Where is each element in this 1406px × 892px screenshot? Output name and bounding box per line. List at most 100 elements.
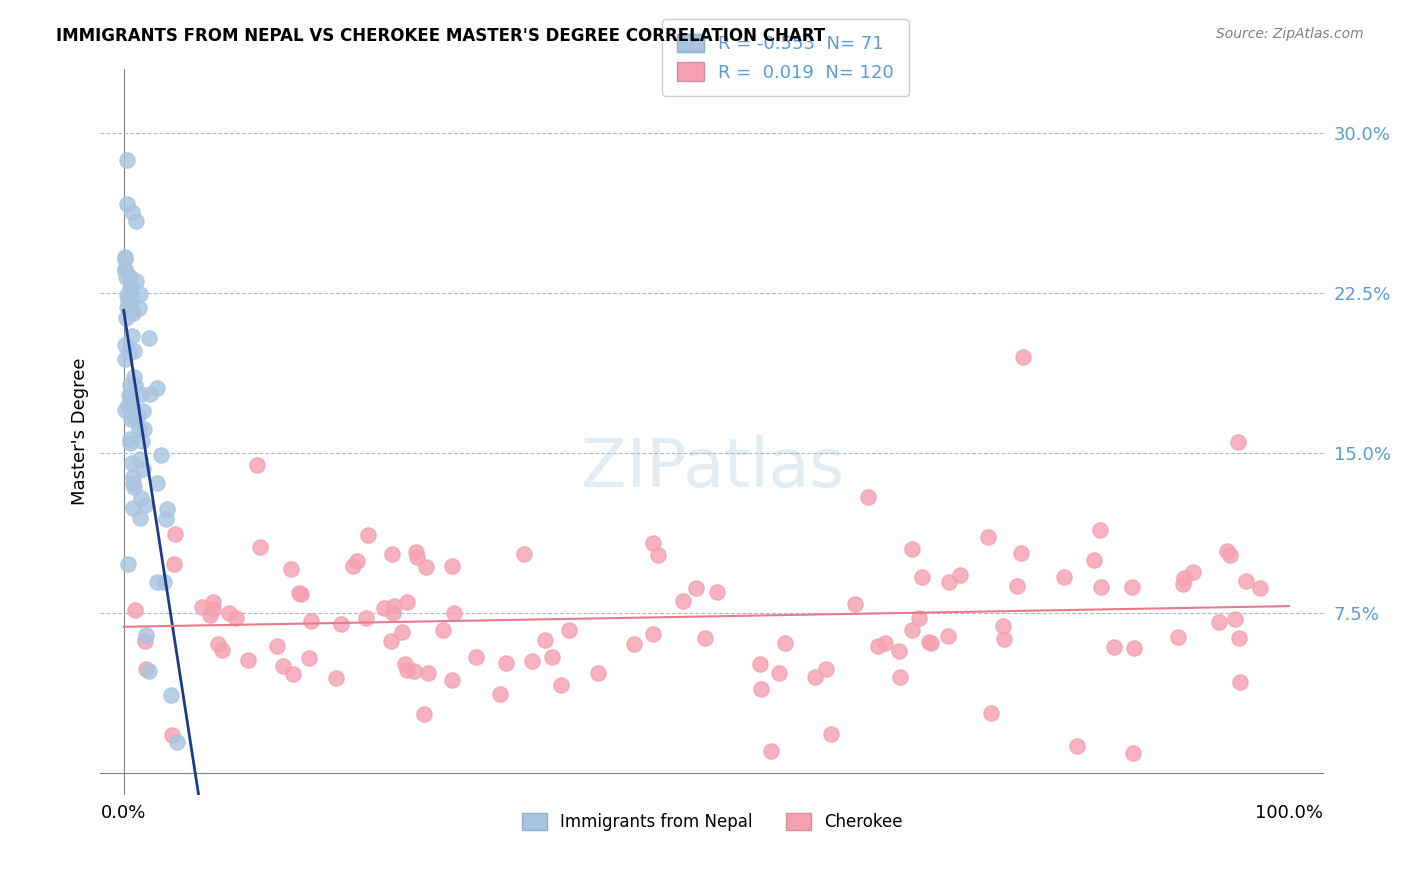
Point <box>1010 546 1032 560</box>
Point <box>901 542 924 557</box>
Point <box>266 639 288 653</box>
Point <box>121 291 143 305</box>
Point <box>1083 552 1105 566</box>
Point <box>122 469 145 483</box>
Point <box>773 636 796 650</box>
Point <box>647 548 669 562</box>
Point <box>441 558 464 573</box>
Point <box>166 735 188 749</box>
Point <box>1090 580 1112 594</box>
Text: IMMIGRANTS FROM NEPAL VS CHEROKEE MASTER'S DEGREE CORRELATION CHART: IMMIGRANTS FROM NEPAL VS CHEROKEE MASTER… <box>56 27 825 45</box>
Point <box>695 631 717 645</box>
Point <box>298 651 321 665</box>
Point <box>541 650 564 665</box>
Point <box>128 422 150 436</box>
Point <box>768 665 790 680</box>
Point <box>465 649 488 664</box>
Point <box>131 462 153 476</box>
Point <box>121 205 143 219</box>
Point <box>382 606 405 620</box>
Point <box>139 386 162 401</box>
Point <box>160 728 183 742</box>
Point <box>394 657 416 672</box>
Point <box>120 377 142 392</box>
Point <box>685 581 707 595</box>
Point <box>124 377 146 392</box>
Point <box>155 511 177 525</box>
Point <box>290 587 312 601</box>
Point <box>120 282 142 296</box>
Point <box>225 610 247 624</box>
Point <box>124 274 146 288</box>
Point <box>1173 571 1195 585</box>
Point <box>131 387 153 401</box>
Point <box>391 624 413 639</box>
Point <box>131 434 153 448</box>
Point <box>804 670 827 684</box>
Point <box>1007 579 1029 593</box>
Point <box>357 527 380 541</box>
Point <box>977 530 1000 544</box>
Point <box>586 666 609 681</box>
Point <box>748 657 770 672</box>
Point <box>432 624 454 638</box>
Point <box>207 637 229 651</box>
Point <box>1229 674 1251 689</box>
Point <box>533 632 555 647</box>
Point <box>114 338 136 352</box>
Point <box>382 599 405 613</box>
Point <box>117 398 139 412</box>
Point <box>121 396 143 410</box>
Point <box>866 639 889 653</box>
Point <box>135 628 157 642</box>
Point <box>114 252 136 266</box>
Point <box>114 402 136 417</box>
Point <box>751 682 773 697</box>
Point <box>406 550 429 565</box>
Point <box>1215 544 1237 558</box>
Point <box>920 636 942 650</box>
Legend: Immigrants from Nepal, Cherokee: Immigrants from Nepal, Cherokee <box>509 799 915 845</box>
Point <box>938 629 960 643</box>
Point <box>641 536 664 550</box>
Point <box>146 476 169 491</box>
Point <box>236 653 259 667</box>
Point <box>146 574 169 589</box>
Point <box>125 214 148 228</box>
Point <box>1223 612 1246 626</box>
Point <box>121 328 143 343</box>
Point <box>122 409 145 424</box>
Point <box>489 687 512 701</box>
Point <box>138 331 160 345</box>
Point <box>135 662 157 676</box>
Point <box>156 501 179 516</box>
Point <box>814 662 837 676</box>
Point <box>198 607 221 622</box>
Point <box>495 656 517 670</box>
Point <box>115 153 138 168</box>
Point <box>120 280 142 294</box>
Point <box>249 541 271 555</box>
Point <box>287 586 309 600</box>
Point <box>118 432 141 446</box>
Point <box>165 526 187 541</box>
Point <box>201 595 224 609</box>
Point <box>643 626 665 640</box>
Point <box>117 293 139 307</box>
Point <box>118 436 141 450</box>
Point <box>118 387 141 401</box>
Point <box>550 678 572 692</box>
Point <box>354 610 377 624</box>
Y-axis label: Master's Degree: Master's Degree <box>72 358 89 506</box>
Point <box>1012 350 1035 364</box>
Point <box>1122 747 1144 761</box>
Point <box>120 270 142 285</box>
Point <box>121 456 143 470</box>
Point <box>889 670 911 684</box>
Point <box>1219 549 1241 563</box>
Point <box>132 403 155 417</box>
Point <box>122 402 145 417</box>
Point <box>1181 565 1204 579</box>
Point <box>413 706 436 721</box>
Point <box>114 270 136 285</box>
